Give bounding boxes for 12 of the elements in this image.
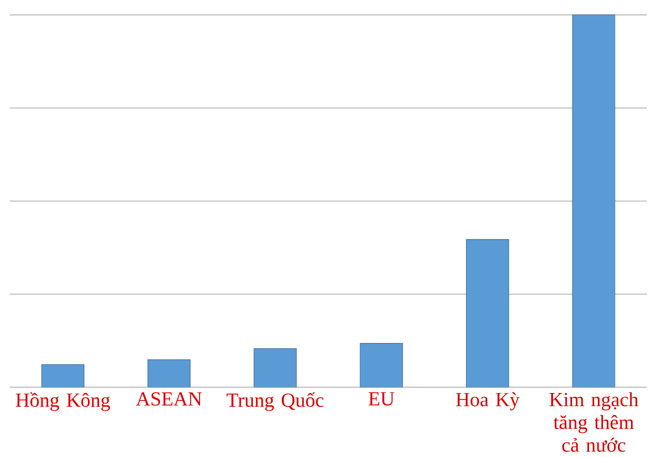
x-tick-label: Trung Quốc bbox=[226, 392, 324, 412]
bar bbox=[466, 239, 510, 388]
x-tick-label: ASEAN bbox=[136, 392, 202, 406]
x-tick-label: Kim ngạch tăng thêm cả nước bbox=[550, 392, 638, 452]
bar bbox=[148, 360, 191, 388]
bar bbox=[572, 14, 616, 388]
x-tick-label: Hoa Kỳ bbox=[456, 392, 520, 411]
bar bbox=[41, 364, 84, 388]
x-tick-label: Hồng Kông bbox=[16, 392, 110, 412]
x-tick-label: EU bbox=[368, 392, 394, 406]
bar bbox=[254, 348, 297, 388]
bar bbox=[360, 343, 403, 388]
